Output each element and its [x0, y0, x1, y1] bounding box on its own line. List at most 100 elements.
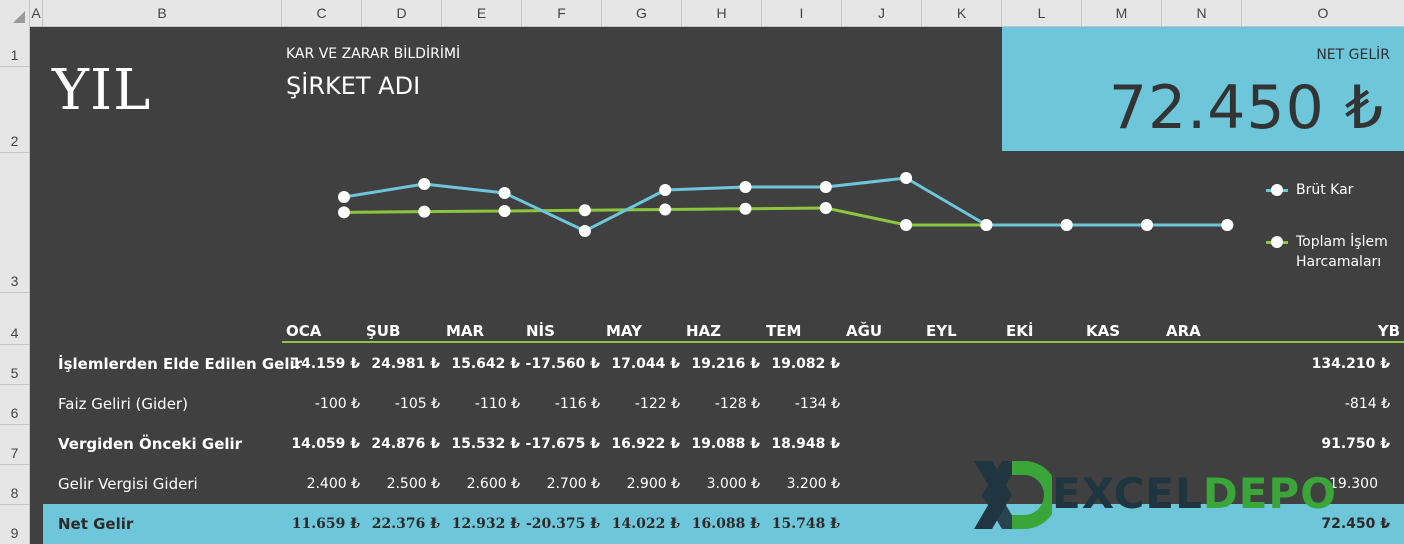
month-header-8[interactable]: EYL — [926, 322, 957, 340]
row-label-2[interactable]: Vergiden Önceki Gelir — [58, 435, 243, 453]
total-cell-0[interactable]: 134.210 ₺ — [1311, 356, 1390, 372]
table-cell[interactable]: -110 ₺ — [474, 396, 520, 412]
data-point-toplam-5[interactable] — [739, 202, 752, 215]
data-point-brut-kar-8[interactable] — [980, 219, 993, 231]
column-header-j[interactable]: J — [842, 0, 922, 27]
month-header-2[interactable]: MAR — [446, 322, 485, 340]
row-header-7[interactable]: 7 — [0, 425, 29, 465]
data-point-toplam-2[interactable] — [498, 205, 511, 218]
row-label-4[interactable]: Net Gelir — [58, 515, 134, 533]
month-header-3[interactable]: NİS — [526, 322, 555, 340]
net-income-kpi[interactable]: NET GELİR 72.450 ₺ — [1002, 27, 1404, 151]
data-point-brut-kar-11[interactable] — [1221, 219, 1234, 231]
series-line-toplam[interactable] — [343, 206, 1228, 227]
table-cell[interactable]: 16.922 ₺ — [611, 436, 680, 452]
row-label-3[interactable]: Gelir Vergisi Gideri — [58, 475, 198, 493]
table-cell[interactable]: 2.700 ₺ — [546, 476, 600, 492]
table-cell[interactable]: 19.088 ₺ — [691, 436, 760, 452]
data-point-brut-kar-7[interactable] — [900, 172, 913, 184]
select-all-corner[interactable] — [0, 0, 30, 27]
table-cell[interactable]: -128 ₺ — [714, 396, 760, 412]
data-point-brut-kar-1[interactable] — [418, 178, 431, 190]
column-header-b[interactable]: B — [43, 0, 282, 27]
data-point-brut-kar-5[interactable] — [739, 181, 752, 193]
data-point-brut-kar-3[interactable] — [578, 225, 591, 237]
table-cell[interactable]: 2.500 ₺ — [386, 476, 440, 492]
table-cell[interactable]: 3.000 ₺ — [706, 476, 760, 492]
month-header-1[interactable]: ŞUB — [366, 322, 401, 340]
table-cell[interactable]: 15.532 ₺ — [451, 436, 520, 452]
month-header-10[interactable]: KAS — [1086, 322, 1121, 340]
table-cell[interactable]: 19.082 ₺ — [771, 356, 840, 372]
table-cell[interactable]: -17.560 ₺ — [525, 356, 600, 372]
data-point-toplam-7[interactable] — [900, 219, 913, 231]
company-name[interactable]: ŞİRKET ADI — [286, 72, 421, 100]
table-cell[interactable]: 2.600 ₺ — [466, 476, 520, 492]
column-header-m[interactable]: M — [1082, 0, 1162, 27]
table-cell[interactable]: 16.088 ₺ — [691, 516, 760, 532]
column-header-a[interactable]: A — [30, 0, 43, 27]
yb-header[interactable]: YB — [1377, 322, 1400, 340]
data-point-toplam-6[interactable] — [819, 202, 832, 214]
column-header-c[interactable]: C — [282, 0, 362, 27]
row-header-3[interactable]: 3 — [0, 153, 29, 293]
row-label-0[interactable]: İşlemlerden Elde Edilen Gelir — [58, 355, 303, 373]
total-cell-2[interactable]: 91.750 ₺ — [1321, 436, 1390, 452]
data-point-toplam-0[interactable] — [338, 206, 350, 219]
table-cell[interactable]: 18.948 ₺ — [771, 436, 840, 452]
table-cell[interactable]: -20.375 ₺ — [525, 516, 600, 532]
data-point-brut-kar-9[interactable] — [1060, 219, 1073, 231]
data-point-toplam-1[interactable] — [418, 205, 431, 218]
column-header-f[interactable]: F — [522, 0, 602, 27]
column-header-i[interactable]: I — [762, 0, 842, 27]
table-cell[interactable]: -17.675 ₺ — [525, 436, 600, 452]
table-cell[interactable]: -122 ₺ — [634, 396, 680, 412]
table-cell[interactable]: -100 ₺ — [314, 396, 360, 412]
row-header-6[interactable]: 6 — [0, 385, 29, 425]
table-cell[interactable]: 14.022 ₺ — [611, 516, 680, 532]
month-header-7[interactable]: AĞU — [846, 322, 883, 340]
column-header-g[interactable]: G — [602, 0, 682, 27]
column-header-n[interactable]: N — [1162, 0, 1242, 27]
table-cell[interactable]: -134 ₺ — [794, 396, 840, 412]
data-point-brut-kar-0[interactable] — [338, 191, 350, 203]
chart-legend[interactable]: Brüt Kar Toplam İşlem Harcamaları — [1266, 180, 1388, 272]
data-point-brut-kar-4[interactable] — [659, 184, 672, 196]
table-cell[interactable]: -105 ₺ — [394, 396, 440, 412]
month-header-11[interactable]: ARA — [1166, 322, 1201, 340]
report-subtitle[interactable]: KAR VE ZARAR BİLDİRİMİ — [286, 46, 461, 62]
column-header-h[interactable]: H — [682, 0, 762, 27]
row-header-4[interactable]: 4 — [0, 293, 29, 345]
year-title[interactable]: YIL — [52, 58, 152, 123]
total-cell-3[interactable]: 19.300 — [1329, 476, 1378, 492]
column-header-o[interactable]: O — [1317, 5, 1329, 21]
month-header-5[interactable]: HAZ — [686, 322, 722, 340]
month-header-6[interactable]: TEM — [766, 322, 802, 340]
table-cell[interactable]: 14.059 ₺ — [291, 436, 360, 452]
table-cell[interactable]: 12.932 ₺ — [451, 516, 520, 532]
series-line-brut-kar[interactable] — [343, 176, 1228, 233]
row-header-5[interactable]: 5 — [0, 345, 29, 385]
month-header-9[interactable]: EKİ — [1006, 322, 1034, 340]
row-header-9[interactable]: 9 — [10, 525, 19, 541]
table-cell[interactable]: 24.981 ₺ — [371, 356, 440, 372]
column-header-l[interactable]: L — [1002, 0, 1082, 27]
table-cell[interactable]: 22.376 ₺ — [371, 516, 440, 532]
total-cell-4[interactable]: 72.450 ₺ — [1321, 516, 1390, 532]
data-point-brut-kar-10[interactable] — [1141, 219, 1153, 231]
row-header-2[interactable]: 2 — [0, 67, 29, 153]
table-cell[interactable]: 19.216 ₺ — [691, 356, 760, 372]
data-point-brut-kar-6[interactable] — [819, 181, 832, 193]
row-label-1[interactable]: Faiz Geliri (Gider) — [58, 395, 188, 413]
table-cell[interactable]: -116 ₺ — [554, 396, 600, 412]
table-cell[interactable]: 17.044 ₺ — [611, 356, 680, 372]
data-point-toplam-3[interactable] — [578, 204, 591, 217]
table-cell[interactable]: 3.200 ₺ — [786, 476, 840, 492]
table-cell[interactable]: 15.642 ₺ — [451, 356, 520, 372]
table-cell[interactable]: 2.400 ₺ — [306, 476, 360, 492]
column-header-d[interactable]: D — [362, 0, 442, 27]
data-point-toplam-4[interactable] — [659, 203, 672, 216]
month-header-4[interactable]: MAY — [606, 322, 642, 340]
column-header-k[interactable]: K — [922, 0, 1002, 27]
